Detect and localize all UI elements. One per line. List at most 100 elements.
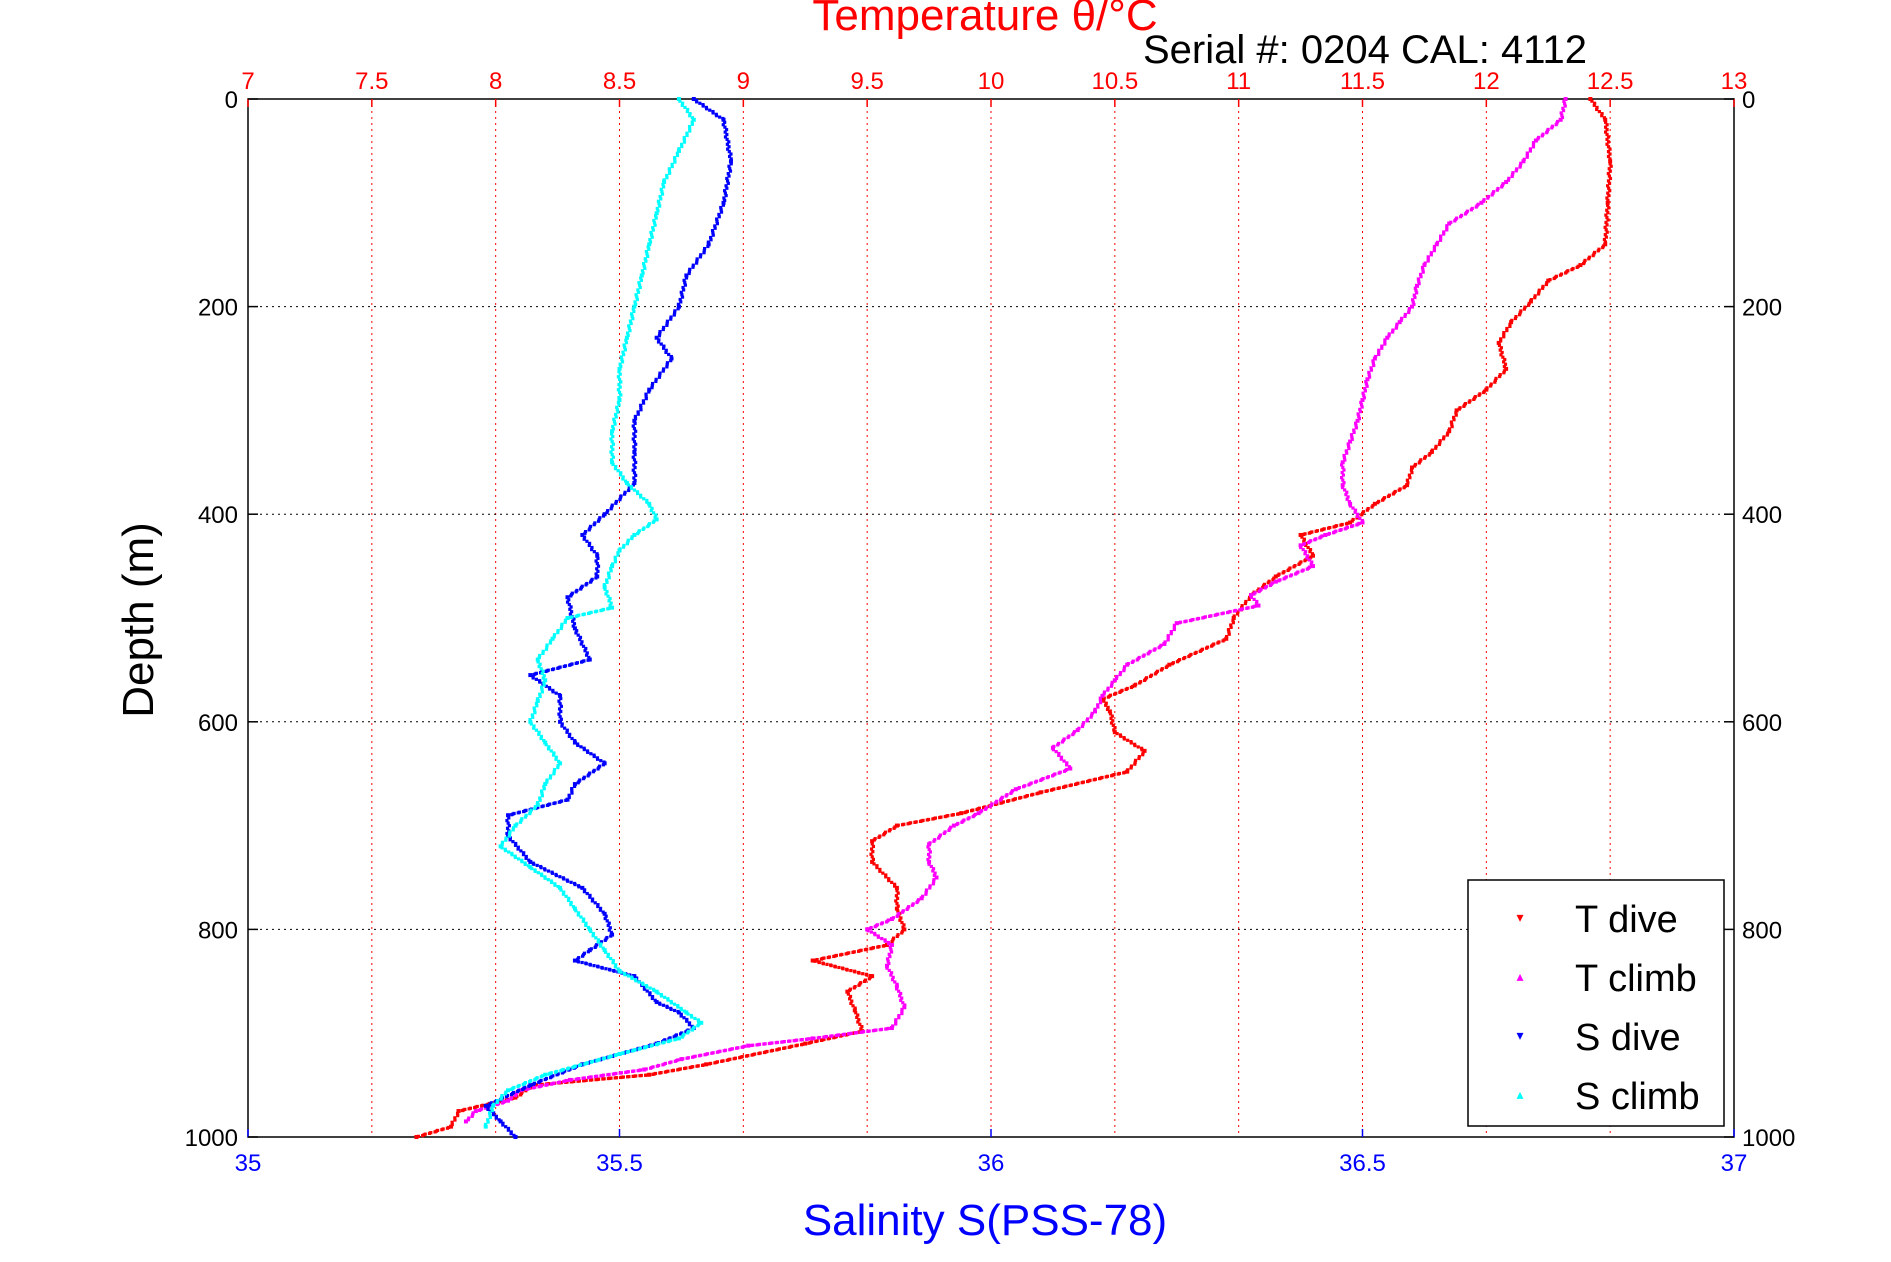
trace-marker bbox=[1263, 586, 1267, 590]
trace-marker bbox=[799, 1038, 803, 1042]
trace-marker bbox=[702, 249, 706, 253]
trace-marker bbox=[871, 857, 876, 862]
trace-marker bbox=[1065, 763, 1069, 767]
trace-marker bbox=[724, 128, 729, 132]
trace-marker bbox=[1140, 748, 1144, 752]
trace-marker bbox=[857, 983, 861, 987]
trace-marker bbox=[613, 557, 617, 562]
trace-marker bbox=[749, 1043, 754, 1048]
trace-marker bbox=[1303, 552, 1307, 556]
trace-marker bbox=[645, 985, 649, 989]
trace-marker bbox=[688, 114, 692, 118]
trace-marker bbox=[1409, 468, 1414, 472]
trace-marker bbox=[645, 989, 649, 993]
trace-marker bbox=[1490, 193, 1494, 197]
trace-marker bbox=[629, 1049, 633, 1053]
trace-marker bbox=[574, 590, 578, 594]
trace-marker bbox=[1187, 654, 1191, 659]
data-point bbox=[1348, 501, 1353, 506]
trace-marker bbox=[1105, 707, 1110, 712]
trace-marker bbox=[1513, 316, 1518, 321]
data-point bbox=[894, 984, 899, 989]
trace-marker bbox=[1383, 340, 1387, 344]
trace-marker bbox=[723, 189, 727, 193]
trace-marker bbox=[1377, 350, 1381, 354]
trace-marker bbox=[565, 1067, 570, 1071]
trace-marker bbox=[1394, 326, 1398, 330]
trace-marker bbox=[900, 996, 904, 1000]
trace-marker bbox=[729, 152, 733, 156]
trace-marker bbox=[1545, 131, 1549, 135]
trace-marker bbox=[582, 917, 586, 921]
trace-marker bbox=[775, 1048, 779, 1052]
trace-marker bbox=[527, 1084, 531, 1088]
trace-marker bbox=[1592, 103, 1596, 107]
trace-marker bbox=[1138, 681, 1142, 685]
trace-marker bbox=[605, 510, 609, 515]
trace-marker bbox=[677, 147, 681, 151]
trace-marker bbox=[659, 187, 663, 191]
trace-marker bbox=[587, 541, 592, 545]
data-point bbox=[1504, 180, 1509, 185]
trace-marker bbox=[1417, 461, 1421, 465]
trace-marker bbox=[851, 1031, 855, 1035]
trace-marker bbox=[905, 907, 909, 912]
trace-marker bbox=[638, 285, 642, 290]
trace-marker bbox=[1044, 789, 1048, 793]
trace-marker bbox=[639, 405, 643, 410]
trace-marker bbox=[500, 840, 505, 844]
trace-marker bbox=[870, 855, 874, 859]
trace-marker bbox=[1133, 744, 1137, 748]
bottom-axis-title: Salinity S(PSS-78) bbox=[803, 1196, 1167, 1245]
trace-marker bbox=[547, 1072, 551, 1076]
trace-marker bbox=[661, 1063, 665, 1067]
trace-marker bbox=[572, 784, 577, 789]
trace-marker bbox=[654, 513, 658, 517]
trace-marker bbox=[545, 645, 549, 649]
trace-marker bbox=[816, 1036, 820, 1040]
data-point bbox=[852, 1008, 857, 1013]
trace-marker bbox=[609, 507, 613, 511]
trace-marker bbox=[521, 853, 526, 857]
trace-marker bbox=[552, 801, 556, 806]
trace-marker bbox=[1054, 750, 1058, 754]
trace-marker bbox=[1122, 669, 1126, 673]
trace-marker bbox=[664, 350, 668, 354]
data-point bbox=[1273, 574, 1278, 579]
data-point bbox=[565, 797, 570, 802]
trace-marker bbox=[1247, 595, 1252, 599]
trace-marker bbox=[639, 278, 643, 282]
trace-marker bbox=[1410, 471, 1414, 475]
trace-marker bbox=[1533, 296, 1537, 300]
trace-marker bbox=[1381, 498, 1385, 502]
data-point bbox=[870, 974, 875, 979]
trace-marker bbox=[566, 898, 571, 903]
trace-marker bbox=[619, 393, 623, 397]
trace-marker bbox=[604, 914, 608, 918]
trace-marker bbox=[1153, 672, 1158, 676]
trace-marker bbox=[1308, 547, 1313, 552]
trace-marker bbox=[620, 360, 625, 364]
data-point bbox=[691, 97, 696, 101]
trace-marker bbox=[893, 882, 897, 886]
trace-marker bbox=[900, 1009, 904, 1014]
trace-marker bbox=[591, 897, 595, 901]
trace-marker bbox=[1071, 733, 1075, 737]
trace-marker bbox=[630, 314, 634, 318]
trace-marker bbox=[1360, 513, 1364, 517]
trace-marker bbox=[565, 600, 570, 604]
trace-marker bbox=[931, 817, 935, 821]
trace-marker bbox=[851, 950, 855, 954]
trace-marker bbox=[569, 880, 573, 884]
data-point bbox=[1546, 278, 1551, 283]
trace-marker bbox=[617, 382, 621, 387]
data-point bbox=[721, 117, 726, 122]
data-point bbox=[676, 1036, 681, 1041]
trace-marker bbox=[625, 1050, 629, 1054]
trace-marker bbox=[641, 399, 646, 403]
trace-marker bbox=[1445, 226, 1449, 230]
trace-marker bbox=[646, 524, 650, 529]
trace-marker bbox=[621, 477, 625, 481]
trace-marker bbox=[884, 920, 889, 924]
trace-marker bbox=[1093, 707, 1097, 711]
